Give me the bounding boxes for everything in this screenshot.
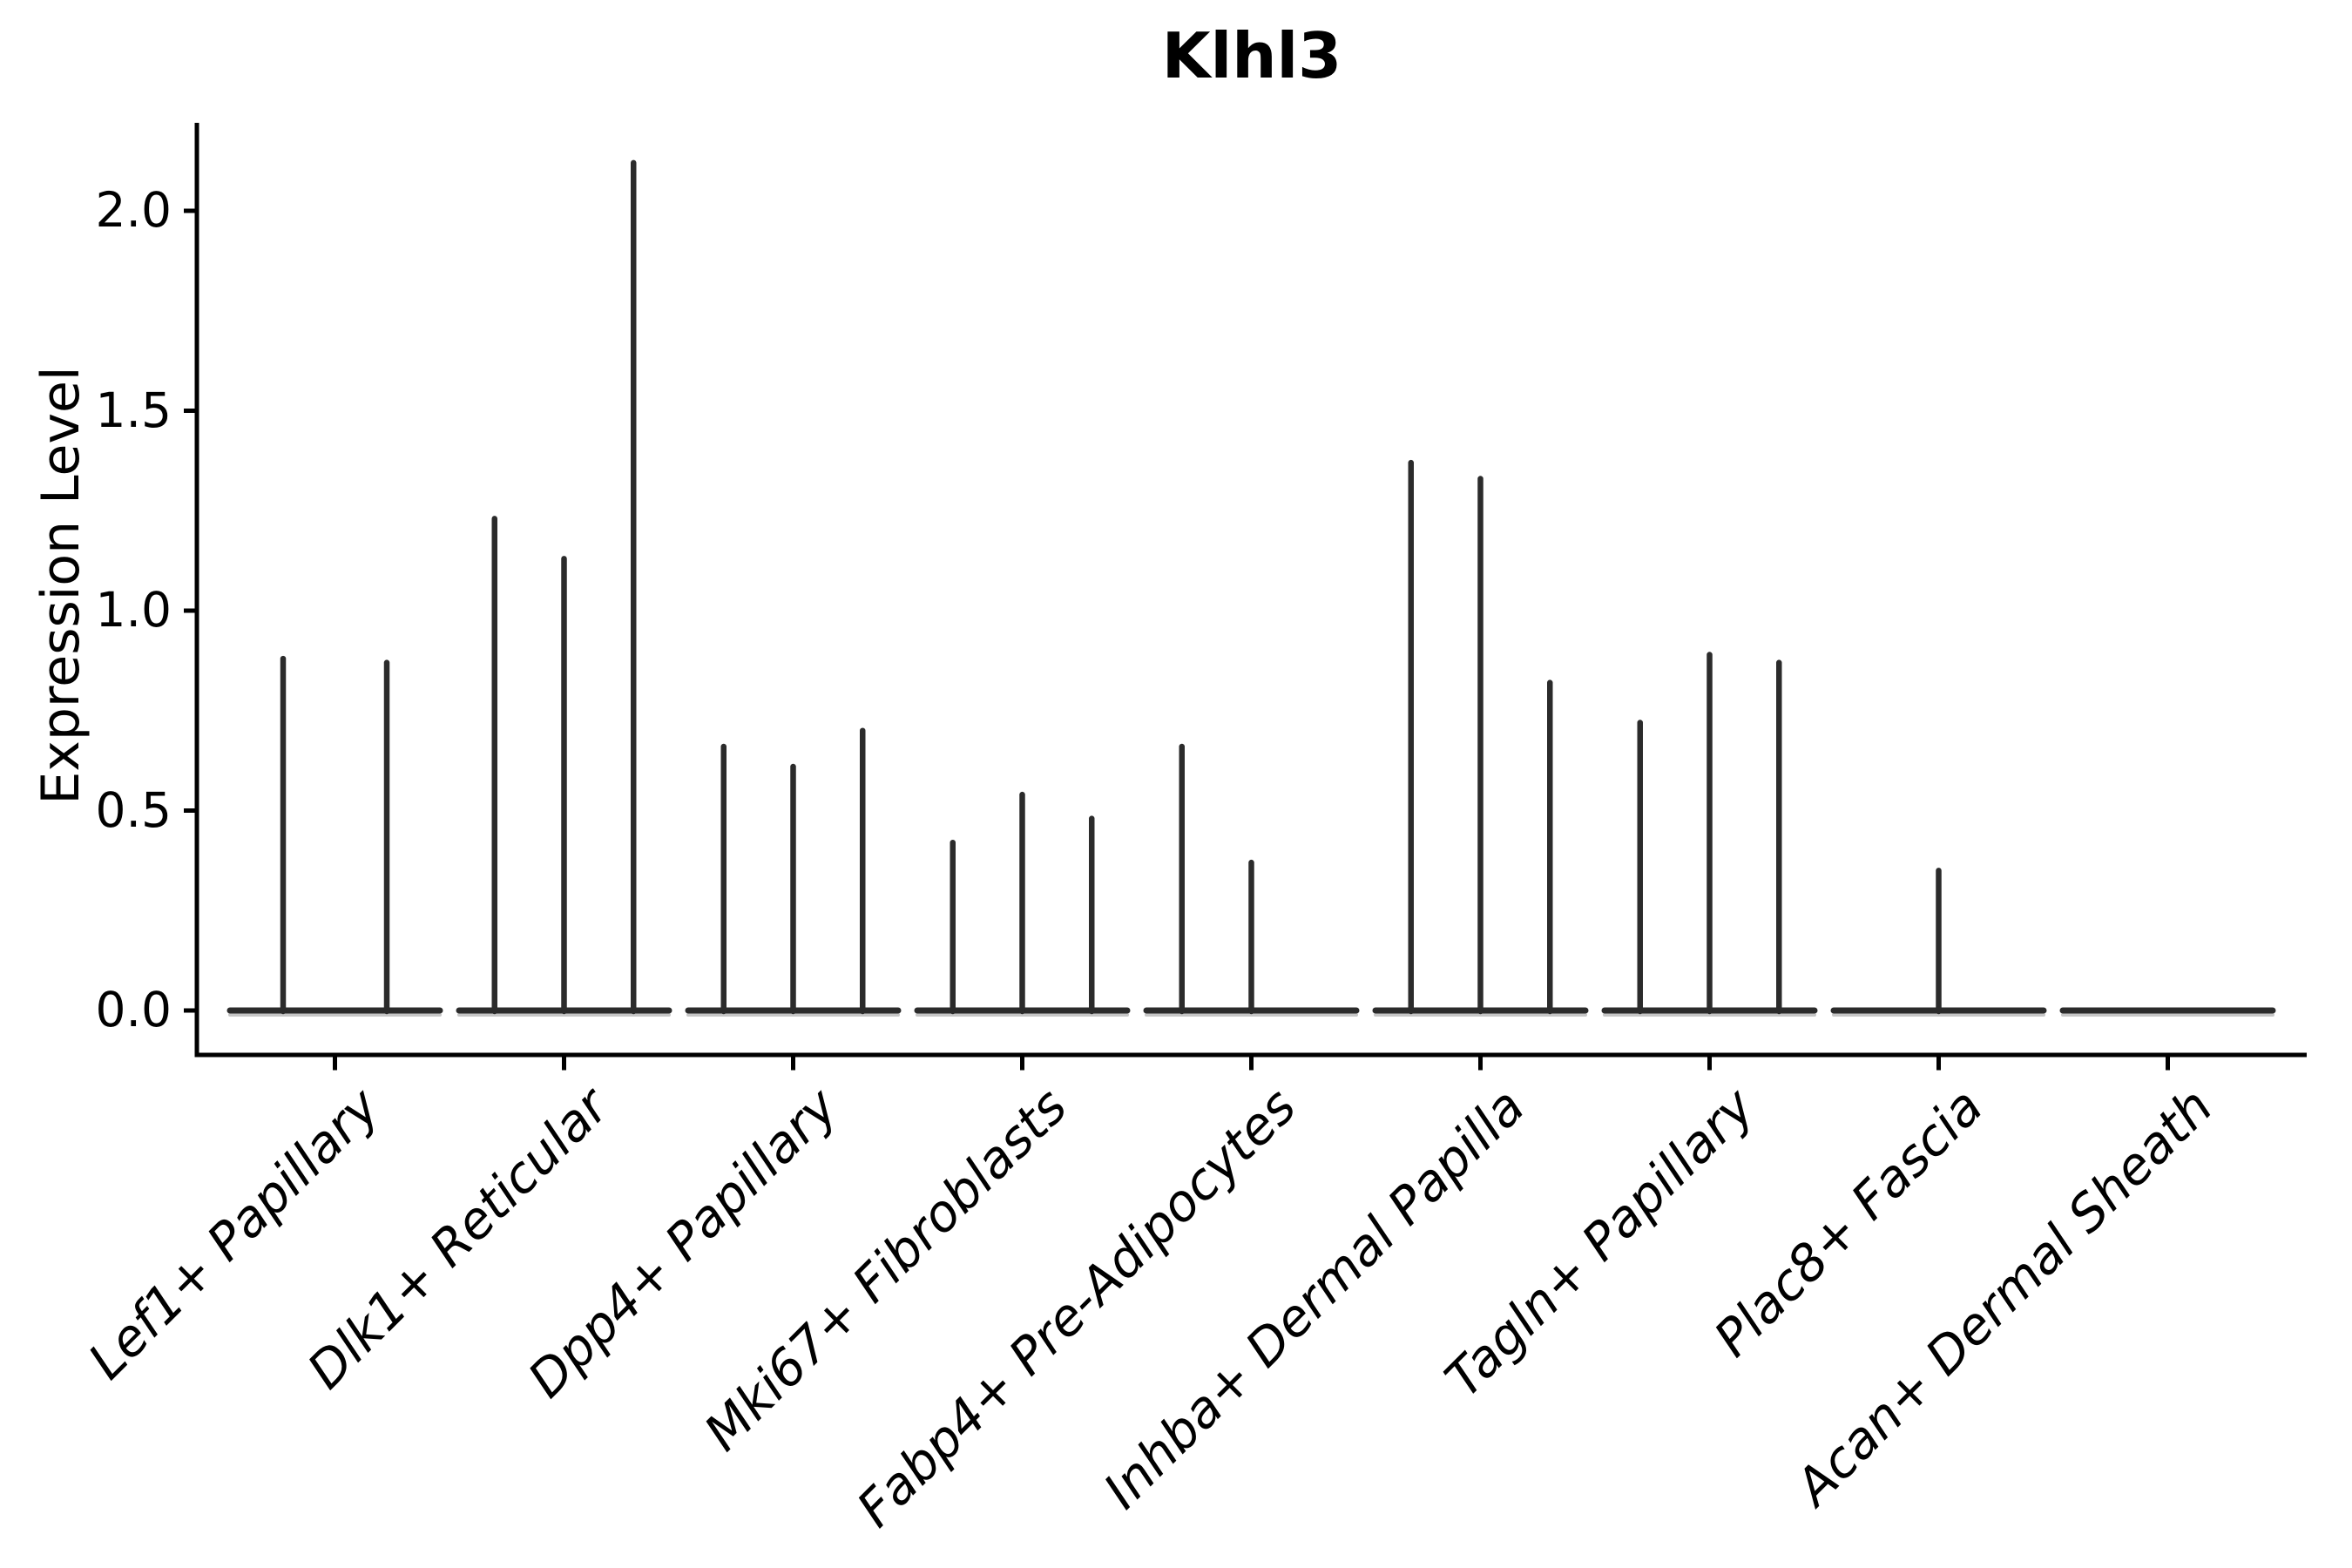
y-tick-label: 2.0	[95, 182, 172, 238]
y-tick-label: 1.5	[95, 382, 172, 438]
y-tick-label: 1.0	[95, 582, 172, 638]
chart-title: Klhl3	[1161, 19, 1342, 92]
y-tick-label: 0.0	[95, 982, 172, 1037]
y-tick-label: 0.5	[95, 781, 172, 838]
